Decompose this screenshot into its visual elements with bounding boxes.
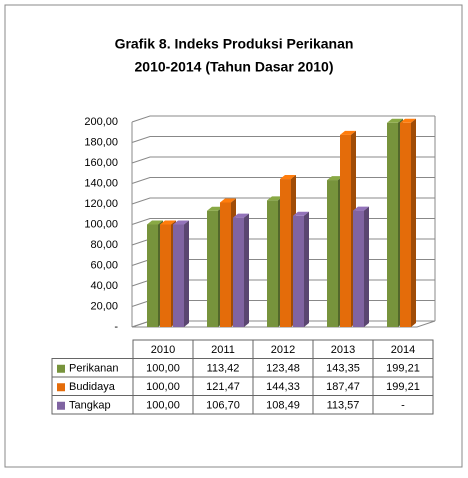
data-label: 144,33 <box>266 381 300 393</box>
bar <box>353 206 369 327</box>
bar-top <box>233 213 249 218</box>
data-label: 123,48 <box>266 363 300 375</box>
data-label: - <box>401 400 405 412</box>
bar <box>233 213 249 327</box>
bar-front <box>207 210 218 327</box>
bar-top <box>327 176 343 181</box>
bar-top <box>160 220 176 225</box>
y-tick-label: 180,00 <box>84 136 118 148</box>
data-label: 143,35 <box>326 363 360 375</box>
data-label: 187,47 <box>326 381 360 393</box>
data-label: 100,00 <box>146 381 180 393</box>
bar-front <box>160 224 171 327</box>
bar-side <box>411 118 416 327</box>
data-label: 113,57 <box>327 400 360 412</box>
bar-top <box>207 206 223 211</box>
bar-top <box>267 196 283 201</box>
legend-label: Tangkap <box>69 400 111 412</box>
bar-front <box>293 215 304 327</box>
bar <box>400 118 416 327</box>
bar-side <box>364 206 369 327</box>
bar-front <box>147 224 158 327</box>
x-tick-label: 2010 <box>151 344 175 356</box>
y-tick-label: 140,00 <box>84 177 118 189</box>
data-label: 113,42 <box>207 363 240 375</box>
legend-swatch <box>57 383 65 392</box>
data-label: 100,00 <box>146 363 180 375</box>
y-tick-label: 40,00 <box>90 280 118 292</box>
legend-label: Budidaya <box>69 381 116 393</box>
legend-swatch <box>57 401 65 410</box>
bar-top <box>173 220 189 225</box>
y-tick-label: 160,00 <box>84 157 118 169</box>
bar-front <box>400 122 411 327</box>
bar-front <box>220 202 231 327</box>
bar-top <box>220 198 236 203</box>
x-tick-label: 2011 <box>211 344 235 356</box>
bar <box>293 211 309 327</box>
x-tick-label: 2013 <box>331 344 355 356</box>
data-label: 121,47 <box>206 381 240 393</box>
bar-front <box>233 217 244 327</box>
bar-top <box>353 206 369 211</box>
bar-front <box>173 224 184 327</box>
chart-title: 2010-2014 (Tahun Dasar 2010) <box>135 59 334 75</box>
bar-front <box>327 180 338 327</box>
data-label: 100,00 <box>146 400 180 412</box>
chart-title: Grafik 8. Indeks Produksi Perikanan <box>115 36 354 52</box>
data-label: 199,21 <box>386 381 420 393</box>
bar <box>173 220 189 327</box>
x-tick-label: 2014 <box>391 344 415 356</box>
data-label: 108,49 <box>266 400 300 412</box>
bar-front <box>387 122 398 327</box>
y-tick-label: 120,00 <box>84 198 118 210</box>
bar-front <box>353 210 364 327</box>
data-label: 199,21 <box>386 363 420 375</box>
data-label: 106,70 <box>206 400 240 412</box>
y-tick-label: 100,00 <box>84 218 118 230</box>
y-tick-label: - <box>114 321 118 333</box>
grid-line <box>131 115 435 123</box>
bar-top <box>147 220 163 225</box>
bar-side <box>184 220 189 327</box>
y-tick-label: 20,00 <box>90 300 118 312</box>
bar-top <box>400 118 416 123</box>
x-tick-label: 2012 <box>271 344 295 356</box>
legend-label: Perikanan <box>69 363 119 375</box>
y-tick-label: 80,00 <box>90 239 118 251</box>
bar-side <box>244 213 249 327</box>
bar-top <box>293 211 309 216</box>
bar-top <box>387 118 403 123</box>
bar-side <box>304 211 309 327</box>
bar-front <box>340 134 351 327</box>
y-tick-label: 60,00 <box>90 259 118 271</box>
y-tick-label: 200,00 <box>84 116 118 128</box>
bar-front <box>267 200 278 327</box>
bar-front <box>280 179 291 327</box>
legend-swatch <box>57 364 65 373</box>
bar-top <box>280 175 296 180</box>
bar-top <box>340 130 356 135</box>
